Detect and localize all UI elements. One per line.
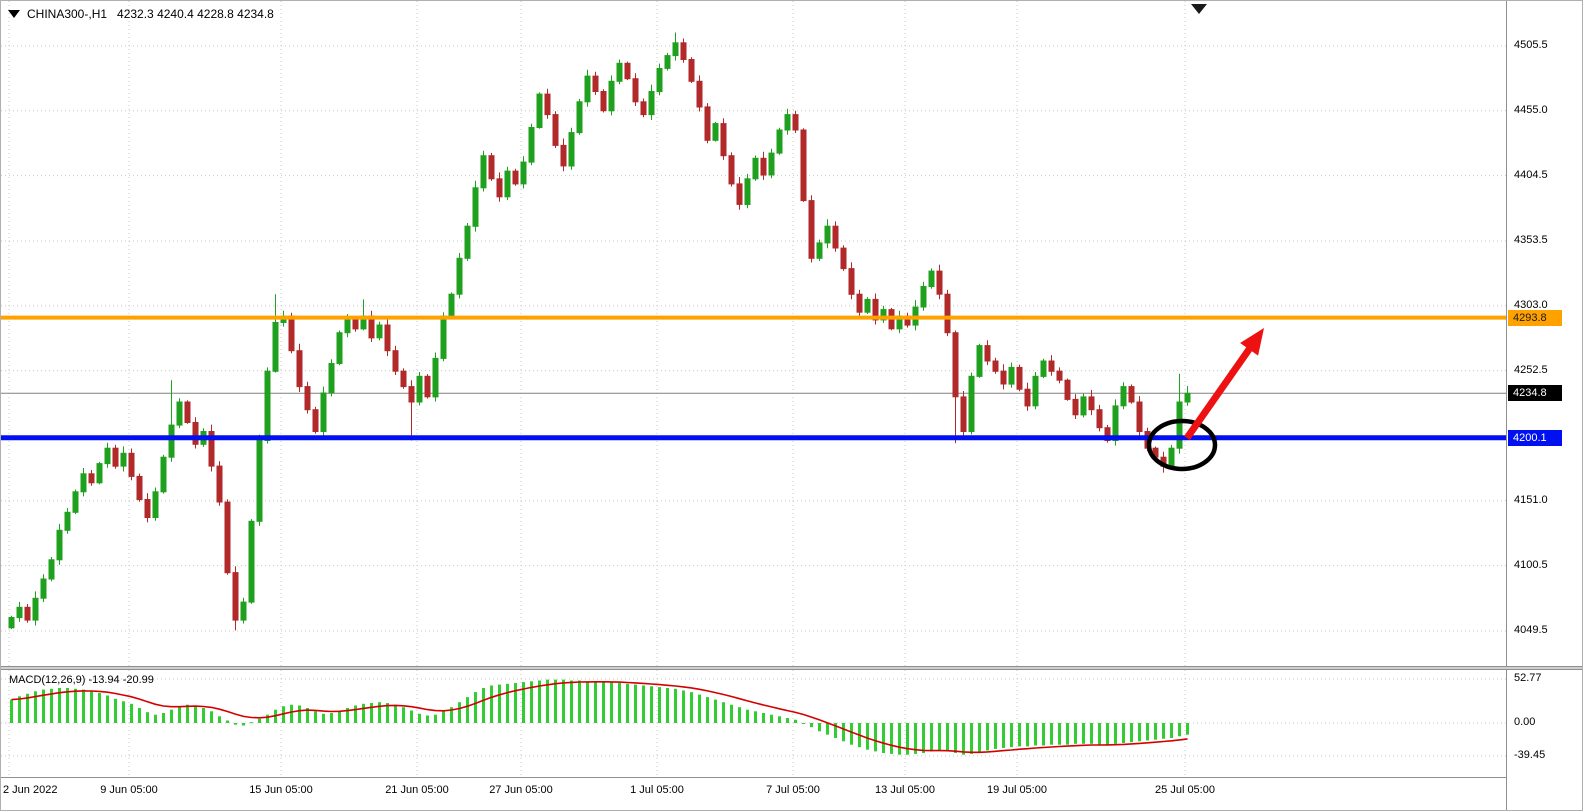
symbol-ohlc-label: CHINA300-,H1 4232.3 4240.4 4228.8 4234.8 <box>27 7 274 21</box>
price-tick-label: 4404.5 <box>1514 168 1548 181</box>
price-tick-label: 4151.0 <box>1514 493 1548 506</box>
time-tick-label: 2 Jun 2022 <box>3 784 58 796</box>
macd-signal-line <box>11 681 1188 754</box>
price-chart-canvas[interactable] <box>1 1 1506 667</box>
time-tick-label: 13 Jul 05:00 <box>875 784 935 796</box>
symbol-name: CHINA300-,H1 <box>27 7 108 21</box>
time-tick-label: 21 Jun 05:00 <box>385 784 449 796</box>
ohlc-values: 4232.3 4240.4 4228.8 4234.8 <box>117 7 274 21</box>
macd-tick-label: -39.45 <box>1514 748 1546 761</box>
macd-indicator-label: MACD(12,26,9) -13.94 -20.99 <box>9 674 154 686</box>
time-tick-label: 9 Jun 05:00 <box>100 784 158 796</box>
macd-tick-label: 0.00 <box>1514 716 1536 728</box>
macd-histogram <box>10 679 1189 755</box>
panel-splitter[interactable] <box>1 666 1582 670</box>
oneclick-trading-arrow-icon[interactable] <box>8 10 20 18</box>
time-tick-label: 1 Jul 05:00 <box>630 784 684 796</box>
macd-grid-lines <box>1 670 1506 777</box>
candles-layer[interactable] <box>8 32 1191 631</box>
time-tick-label: 7 Jul 05:00 <box>766 784 820 796</box>
price-tick-label: 4505.5 <box>1514 39 1548 51</box>
macd-panel-canvas[interactable] <box>1 670 1506 777</box>
current-price-tag: 4234.8 <box>1508 385 1562 402</box>
price-tick-label: 4455.0 <box>1514 103 1548 116</box>
time-tick-label: 19 Jul 05:00 <box>987 784 1047 796</box>
time-tick-label: 25 Jul 05:00 <box>1155 784 1215 796</box>
price-tick-label: 4049.5 <box>1514 624 1548 636</box>
chart-shift-marker-icon[interactable] <box>1191 4 1207 14</box>
price-tick-label: 4100.5 <box>1514 558 1548 571</box>
price-axis[interactable]: 4293.8 4234.8 4200.1 4505.5 4455.0 4404.5 4… <box>1506 1 1582 810</box>
price-tick-label: 4252.5 <box>1514 363 1548 376</box>
time-tick-label: 15 Jun 05:00 <box>249 784 313 796</box>
highlight-ellipse[interactable] <box>1146 418 1218 472</box>
support-price-tag: 4200.1 <box>1508 429 1562 446</box>
price-tick-label: 4303.0 <box>1514 298 1548 311</box>
macd-tick-label: 52.77 <box>1514 671 1542 684</box>
trend-arrow[interactable] <box>1184 328 1264 441</box>
time-axis[interactable]: 2 Jun 2022 9 Jun 05:00 15 Jun 05:00 21 Jun … <box>1 777 1582 810</box>
time-tick-label: 27 Jun 05:00 <box>489 784 553 796</box>
price-tick-label: 4353.5 <box>1514 234 1548 246</box>
resistance-price-tag: 4293.8 <box>1508 309 1562 326</box>
